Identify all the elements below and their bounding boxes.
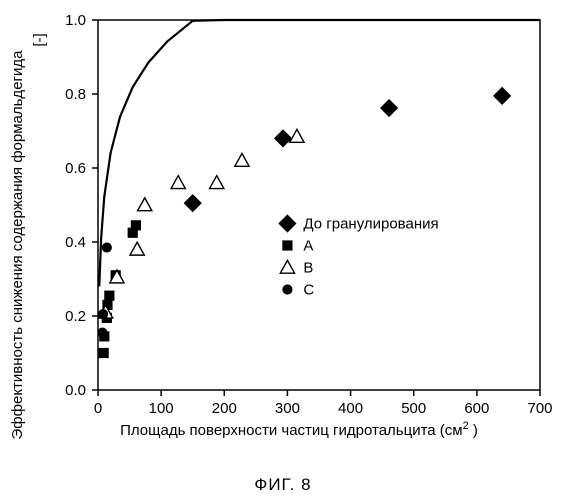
y-tick-label: 1.0: [65, 12, 86, 29]
x-tick-label: 200: [212, 400, 237, 417]
marker-circle: [283, 285, 292, 294]
legend-label: A: [303, 238, 313, 255]
x-tick-label: 400: [338, 400, 363, 417]
x-tick-label: 600: [464, 400, 489, 417]
marker-square: [283, 241, 292, 250]
marker-square: [105, 291, 114, 300]
x-tick-label: 500: [401, 400, 426, 417]
y-axis-title: Эффективность снижения содержания формал…: [9, 50, 26, 440]
y-tick-label: 0.4: [65, 234, 86, 251]
marker-circle: [99, 310, 108, 319]
y-tick-label: 0.0: [65, 382, 86, 399]
legend-label: C: [303, 282, 314, 299]
x-tick-label: 0: [94, 400, 102, 417]
y-tick-label: 0.8: [65, 86, 86, 103]
x-tick-label: 100: [149, 400, 174, 417]
x-tick-label: 700: [527, 400, 552, 417]
y-tick-label: 0.2: [65, 308, 86, 325]
y-axis-unit: [-]: [31, 33, 48, 46]
marker-square: [99, 349, 108, 358]
legend-label: B: [303, 260, 313, 277]
x-tick-label: 300: [275, 400, 300, 417]
marker-square: [131, 221, 140, 230]
y-tick-label: 0.6: [65, 160, 86, 177]
legend-label: До гранулирования: [303, 216, 438, 233]
marker-circle: [102, 243, 111, 252]
figure-caption: ФИГ. 8: [254, 475, 311, 494]
x-axis-title: Площадь поверхности частиц гидротальцита…: [120, 420, 478, 439]
marker-circle: [98, 328, 107, 337]
